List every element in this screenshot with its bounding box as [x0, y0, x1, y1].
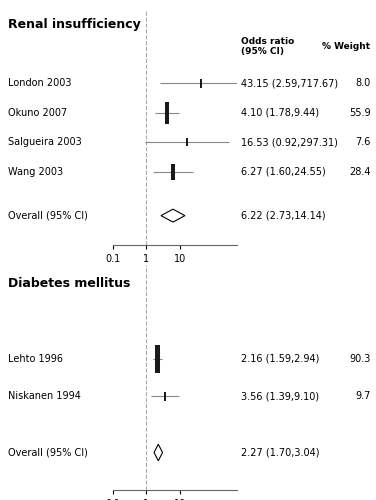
Text: 2.16 (1.59,2.94): 2.16 (1.59,2.94) [241, 354, 319, 364]
Bar [200, 79, 202, 88]
Text: 3.56 (1.39,9.10): 3.56 (1.39,9.10) [241, 391, 319, 401]
Text: % Weight: % Weight [322, 42, 370, 51]
Text: Overall (95% CI): Overall (95% CI) [8, 210, 87, 220]
Bar [165, 102, 169, 124]
Text: 90.3: 90.3 [349, 354, 370, 364]
Text: London 2003: London 2003 [8, 78, 71, 88]
Bar [171, 164, 175, 180]
Text: Renal insufficiency: Renal insufficiency [8, 18, 140, 31]
Text: Salgueira 2003: Salgueira 2003 [8, 137, 81, 147]
Text: 4.10 (1.78,9.44): 4.10 (1.78,9.44) [241, 108, 319, 118]
Polygon shape [161, 209, 185, 222]
Text: 43.15 (2.59,717.67): 43.15 (2.59,717.67) [241, 78, 338, 88]
Polygon shape [154, 444, 162, 461]
Text: 6.22 (2.73,14.14): 6.22 (2.73,14.14) [241, 210, 325, 220]
Text: 7.6: 7.6 [355, 137, 370, 147]
Text: 2.27 (1.70,3.04): 2.27 (1.70,3.04) [241, 448, 319, 458]
Text: 6.27 (1.60,24.55): 6.27 (1.60,24.55) [241, 166, 325, 176]
Text: Niskanen 1994: Niskanen 1994 [8, 391, 80, 401]
Text: Wang 2003: Wang 2003 [8, 166, 63, 176]
Text: 8.0: 8.0 [355, 78, 370, 88]
Text: Diabetes mellitus: Diabetes mellitus [8, 277, 130, 290]
Text: Lehto 1996: Lehto 1996 [8, 354, 62, 364]
Text: 16.53 (0.92,297.31): 16.53 (0.92,297.31) [241, 137, 338, 147]
Text: 28.4: 28.4 [349, 166, 370, 176]
Text: Odds ratio
(95% CI): Odds ratio (95% CI) [241, 37, 294, 56]
Bar [164, 392, 165, 401]
Text: Overall (95% CI): Overall (95% CI) [8, 448, 87, 458]
Text: 55.9: 55.9 [349, 108, 370, 118]
Bar [186, 138, 188, 146]
Text: 9.7: 9.7 [355, 391, 370, 401]
X-axis label: Odds ratio: Odds ratio [148, 267, 202, 277]
Text: Okuno 2007: Okuno 2007 [8, 108, 67, 118]
Bar [155, 344, 160, 373]
